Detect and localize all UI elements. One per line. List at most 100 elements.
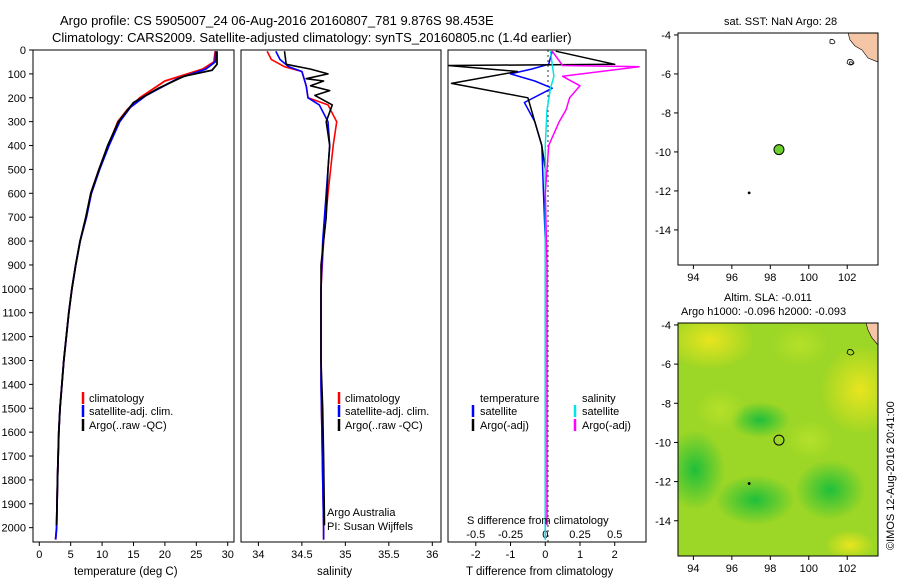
- x-tick-label: -2: [471, 549, 481, 561]
- map-x-tick-label: 94: [687, 272, 699, 284]
- legend-label-t-satellite: satellite: [480, 406, 517, 418]
- land-patch: [847, 33, 878, 63]
- map-y-tick-label: -8: [661, 108, 671, 120]
- x-tick-label: 20: [159, 549, 171, 561]
- imos-credit: ©IMOS 12-Aug-2016 20:41:00: [885, 401, 897, 550]
- y-tick-label: 0: [20, 45, 26, 57]
- legend-label-argo: Argo(..raw -QC): [345, 420, 423, 432]
- coast-contour: [846, 349, 855, 356]
- y-tick-label: 700: [8, 212, 26, 224]
- temperature-axes-frame: [32, 49, 235, 543]
- y-tick-label: 200: [8, 93, 26, 105]
- y-tick-label: 1300: [2, 355, 26, 367]
- sla-map-title-line2: Argo h1000: -0.096 h2000: -0.093: [681, 306, 846, 318]
- x-tick-label: 10: [96, 549, 108, 561]
- x-tick-label: 30: [222, 549, 234, 561]
- x-tick-label: 2: [612, 549, 618, 561]
- legend-label-climatology: climatology: [89, 393, 145, 405]
- sla-blob: [695, 388, 745, 432]
- temperature-xlabel: temperature (deg C): [74, 566, 178, 578]
- map-x-tick-label: 98: [764, 272, 776, 284]
- top-axis-tick-label: 0.25: [569, 529, 590, 541]
- map-x-tick-label: 102: [838, 563, 856, 575]
- y-tick-label: 600: [8, 188, 26, 200]
- sla-blob: [795, 460, 865, 520]
- map-x-tick-label: 94: [687, 563, 699, 575]
- series-line-satellite-adj-clim-: [54, 51, 217, 540]
- map-y-tick-label: -4: [661, 320, 671, 332]
- salinity-annotation-line1: Argo Australia: [327, 507, 396, 519]
- sla-heatmap: [678, 323, 878, 556]
- figure-title-line2: Climatology: CARS2009. Satellite-adjuste…: [52, 30, 572, 45]
- series-line-argo-raw-qc-: [283, 51, 334, 526]
- sla-blob: [730, 402, 790, 438]
- y-tick-label: 100: [8, 69, 26, 81]
- map-x-tick-label: 100: [800, 563, 818, 575]
- legend-label-s-satellite: satellite: [582, 406, 619, 418]
- float-position-marker: [773, 434, 785, 446]
- legend-head-salinity: salinity: [582, 393, 616, 405]
- temperature-legend: climatology satellite-adj. clim. Argo(..…: [81, 392, 173, 432]
- map-y-tick-label: -4: [661, 30, 671, 42]
- x-tick-label: 34.5: [291, 549, 312, 561]
- legend-head-temperature: temperature: [480, 393, 539, 405]
- salinity-panel: 34 34.5 35 35.5 36 salinity climatology sate…: [240, 49, 442, 578]
- map-x-tick-label: 98: [764, 563, 776, 575]
- map-x-tick-label: 100: [800, 272, 818, 284]
- salinity-annotation-line2: PI: Susan Wijffels: [327, 521, 413, 533]
- map-x-tick-label: 96: [726, 563, 738, 575]
- x-tick-label: 0: [542, 549, 548, 561]
- x-tick-label: 35.5: [378, 549, 399, 561]
- map-y-tick-label: -14: [655, 516, 671, 528]
- map-x-tick-label: 96: [726, 272, 738, 284]
- float-position-marker: [773, 144, 785, 156]
- y-tick-label: 1000: [2, 284, 26, 296]
- y-tick-label: 1100: [2, 308, 26, 320]
- y-tick-label: 1600: [2, 427, 26, 439]
- y-tick-label: 800: [8, 236, 26, 248]
- track-point-marker: [747, 482, 751, 485]
- salinity-axes-frame: [240, 49, 442, 543]
- difference-axes-frame: [447, 49, 647, 543]
- x-tick-label: 1: [577, 549, 583, 561]
- sla-blob: [678, 323, 755, 370]
- difference-top-xlabel: S difference from climatology: [467, 515, 609, 527]
- y-tick-label: 1500: [2, 403, 26, 415]
- legend-label-satellite: satellite-adj. clim.: [89, 406, 173, 418]
- series-line-argo-raw-qc-: [55, 51, 218, 526]
- series-line-t-argo-adj-: [448, 50, 616, 526]
- difference-legend: temperature salinity satellite Argo(-adj…: [471, 393, 631, 432]
- salinity-legend: climatology satellite-adj. clim. Argo(..…: [337, 392, 429, 432]
- map-y-tick-label: -8: [661, 398, 671, 410]
- x-tick-label: 25: [190, 549, 202, 561]
- map-y-tick-label: -14: [655, 225, 671, 237]
- difference-xlabel: T difference from climatology: [466, 566, 613, 578]
- y-tick-label: 300: [8, 117, 26, 129]
- map-y-tick-label: -10: [655, 437, 671, 449]
- x-tick-label: 34: [252, 549, 264, 561]
- track-point-marker: [747, 191, 751, 195]
- map-y-tick-label: -12: [655, 477, 671, 489]
- sst-map-frame: [677, 32, 879, 266]
- sla-blob: [715, 475, 795, 525]
- y-tick-label: 1700: [2, 451, 26, 463]
- y-tick-label: 2000: [2, 523, 26, 535]
- legend-label-t-argo: Argo(-adj): [480, 420, 529, 432]
- top-axis-tick-label: 0.5: [607, 529, 622, 541]
- sla-blob: [770, 323, 830, 367]
- y-tick-label: 400: [8, 141, 26, 153]
- legend-label-climatology: climatology: [345, 393, 401, 405]
- legend-label-s-argo: Argo(-adj): [582, 420, 631, 432]
- top-axis-tick-label: -0.5: [466, 529, 485, 541]
- sla-map-panel: Altim. SLA: -0.011 Argo h1000: -0.096 h2…: [655, 292, 879, 575]
- sla-map-frame: [677, 322, 879, 557]
- temperature-panel: 0 5 10 15 20 25 300100200300400500600700800900…: [2, 45, 235, 578]
- sst-map-panel: sat. SST: NaN Argo: 28 94 96 98 100 102 -4 -6 -…: [655, 16, 879, 284]
- coast-contour-inner: [849, 61, 854, 65]
- sla-blob: [678, 430, 725, 510]
- sst-map-title: sat. SST: NaN Argo: 28: [724, 16, 837, 28]
- sla-blob: [785, 420, 835, 460]
- map-y-tick-label: -6: [661, 69, 671, 81]
- y-tick-label: 900: [8, 260, 26, 272]
